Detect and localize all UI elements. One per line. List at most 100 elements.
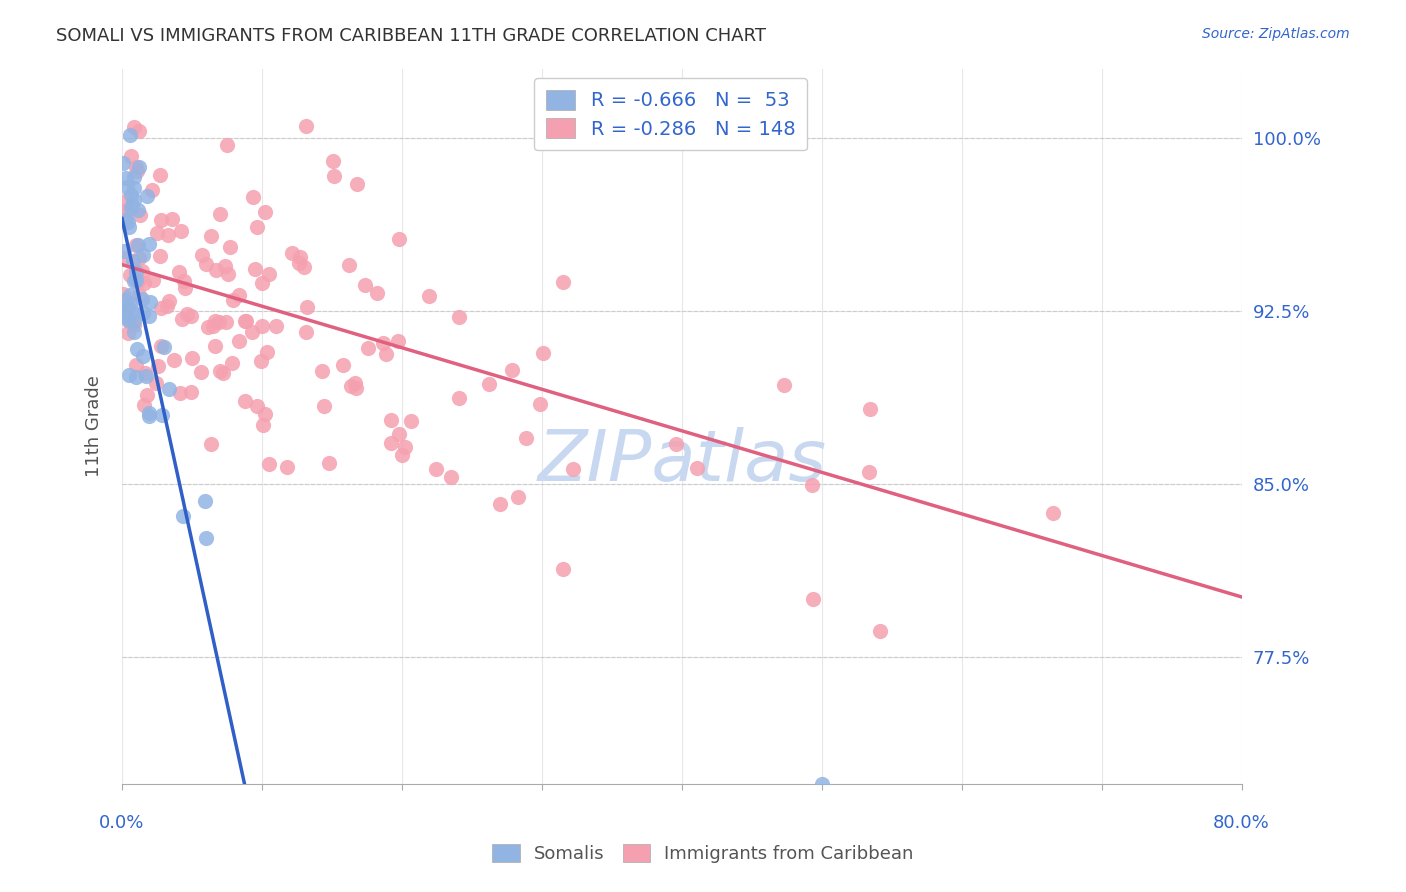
Point bbox=[501, 363, 523, 377]
Point bbox=[120, 201, 142, 215]
Point bbox=[128, 288, 150, 302]
Point bbox=[242, 190, 264, 204]
Point bbox=[800, 478, 823, 492]
Point bbox=[209, 364, 232, 378]
Point bbox=[195, 257, 218, 271]
Point bbox=[117, 300, 139, 314]
Point bbox=[354, 278, 377, 293]
Point bbox=[233, 314, 256, 328]
Point bbox=[122, 120, 145, 135]
Point bbox=[245, 262, 267, 277]
Point bbox=[478, 376, 501, 391]
Point bbox=[318, 456, 340, 470]
Point bbox=[138, 236, 160, 251]
Point bbox=[215, 137, 238, 152]
Point bbox=[170, 224, 193, 238]
Point bbox=[131, 349, 153, 363]
Point bbox=[120, 128, 142, 142]
Point bbox=[169, 385, 191, 400]
Point bbox=[529, 397, 551, 411]
Point bbox=[388, 426, 411, 441]
Point bbox=[380, 413, 402, 427]
Point bbox=[150, 339, 173, 353]
Point bbox=[174, 281, 197, 295]
Point bbox=[344, 381, 367, 395]
Point bbox=[506, 490, 529, 504]
Point bbox=[153, 340, 176, 354]
Point bbox=[131, 292, 153, 306]
Point bbox=[125, 358, 148, 372]
Point bbox=[366, 285, 388, 300]
Point bbox=[233, 394, 256, 409]
Point bbox=[117, 300, 139, 314]
Point bbox=[314, 399, 336, 413]
Point bbox=[125, 160, 148, 174]
Point bbox=[204, 314, 226, 328]
Point bbox=[125, 342, 148, 356]
Point bbox=[112, 244, 135, 259]
Point bbox=[122, 318, 145, 332]
Point bbox=[859, 402, 882, 417]
Point bbox=[195, 531, 218, 545]
Point bbox=[394, 440, 416, 454]
Point bbox=[215, 315, 238, 329]
Point bbox=[440, 470, 463, 484]
Point bbox=[117, 326, 139, 341]
Point bbox=[127, 274, 149, 288]
Point bbox=[132, 276, 155, 290]
Point bbox=[257, 267, 280, 281]
Point bbox=[1042, 506, 1064, 520]
Point bbox=[115, 204, 138, 219]
Point bbox=[132, 248, 155, 262]
Point bbox=[115, 171, 138, 186]
Point bbox=[121, 188, 143, 202]
Point bbox=[145, 376, 167, 391]
Point bbox=[132, 398, 155, 412]
Point bbox=[858, 465, 880, 479]
Point bbox=[180, 385, 202, 400]
Point bbox=[141, 183, 163, 197]
Point bbox=[125, 370, 148, 384]
Point bbox=[138, 309, 160, 323]
Legend: R = -0.666   N =  53, R = -0.286   N = 148: R = -0.666 N = 53, R = -0.286 N = 148 bbox=[534, 78, 807, 151]
Point bbox=[276, 459, 298, 474]
Point bbox=[208, 206, 231, 220]
Point bbox=[136, 387, 159, 401]
Point bbox=[191, 248, 214, 262]
Point bbox=[197, 320, 219, 334]
Point bbox=[254, 205, 277, 219]
Point bbox=[190, 365, 212, 379]
Text: ZIPatlas: ZIPatlas bbox=[537, 427, 827, 497]
Point bbox=[157, 382, 180, 396]
Point bbox=[773, 378, 796, 392]
Point bbox=[256, 345, 278, 359]
Point bbox=[214, 259, 236, 273]
Point bbox=[357, 341, 380, 355]
Point bbox=[200, 436, 222, 450]
Point bbox=[120, 315, 142, 329]
Point bbox=[128, 251, 150, 265]
Point bbox=[118, 220, 141, 235]
Point bbox=[686, 460, 709, 475]
Point bbox=[132, 306, 155, 320]
Point bbox=[120, 268, 142, 283]
Point bbox=[218, 240, 240, 254]
Point bbox=[149, 213, 172, 227]
Point bbox=[228, 287, 250, 301]
Point bbox=[425, 462, 447, 476]
Point bbox=[551, 275, 574, 289]
Point bbox=[801, 591, 824, 606]
Point bbox=[380, 436, 402, 450]
Point bbox=[115, 213, 138, 227]
Text: 0.0%: 0.0% bbox=[100, 814, 145, 832]
Point bbox=[869, 624, 891, 639]
Point bbox=[418, 289, 440, 303]
Point bbox=[122, 274, 145, 288]
Point bbox=[163, 352, 186, 367]
Point bbox=[401, 413, 423, 427]
Point bbox=[146, 359, 169, 374]
Text: SOMALI VS IMMIGRANTS FROM CARIBBEAN 11TH GRADE CORRELATION CHART: SOMALI VS IMMIGRANTS FROM CARIBBEAN 11TH… bbox=[56, 27, 766, 45]
Point bbox=[515, 432, 537, 446]
Point bbox=[489, 497, 512, 511]
Point bbox=[117, 215, 139, 229]
